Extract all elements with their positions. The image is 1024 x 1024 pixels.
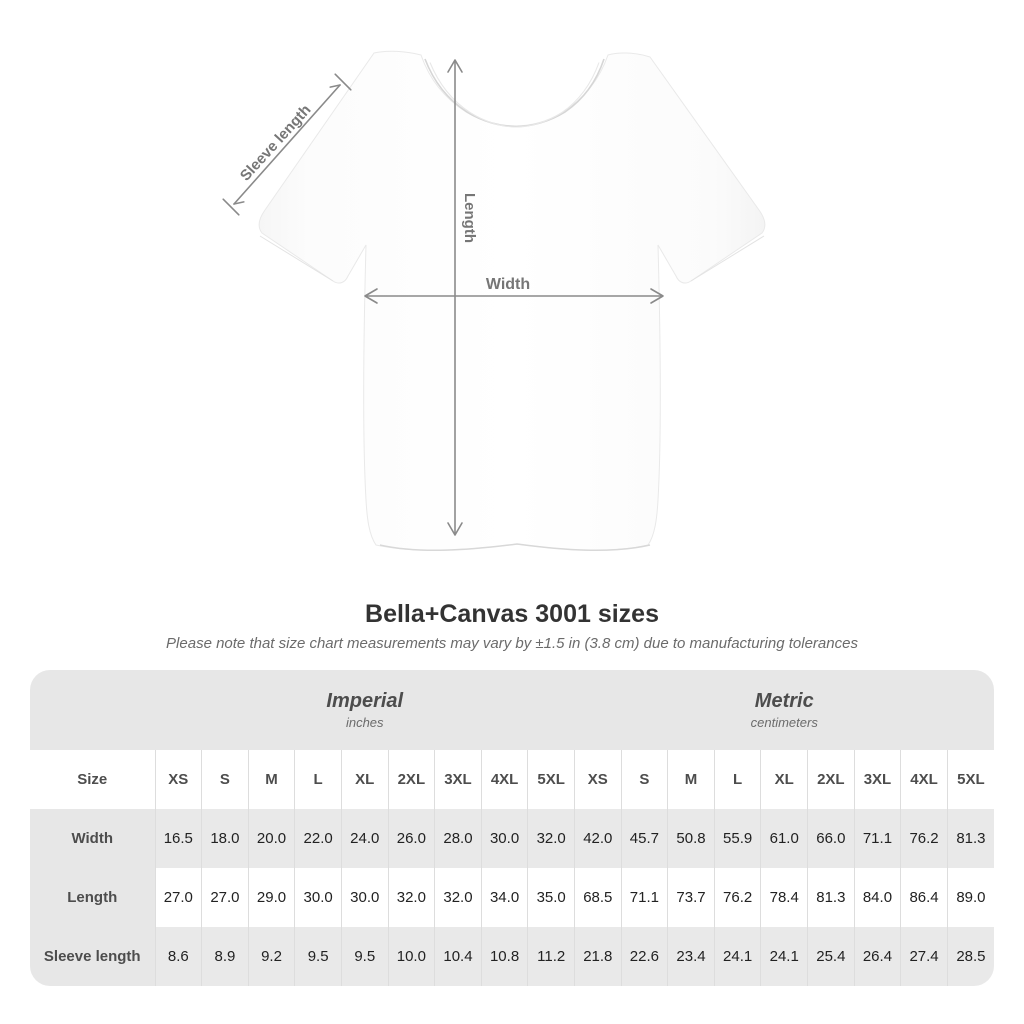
svg-text:Width: Width <box>486 276 530 293</box>
svg-text:Length: Length <box>461 193 478 243</box>
